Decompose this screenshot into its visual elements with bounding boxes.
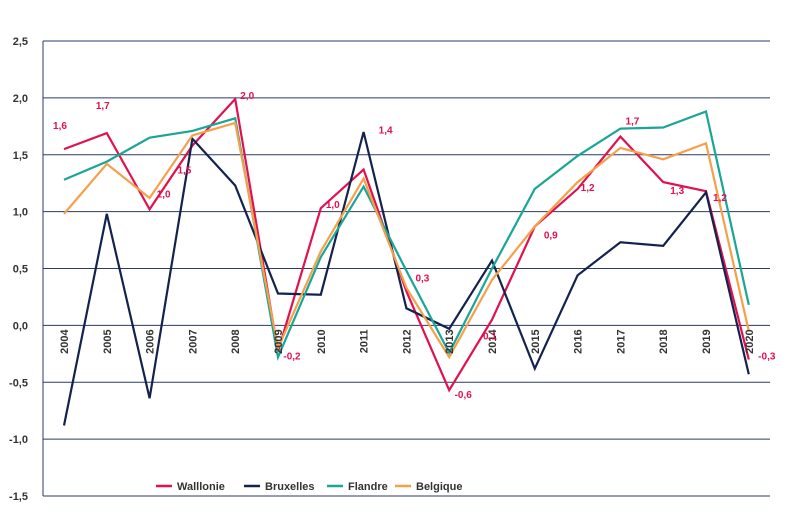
x-tick-label: 2019 [701,329,713,353]
data-label: 0,3 [415,273,429,284]
legend-label: Flandre [348,481,388,493]
data-label: 0,9 [544,230,558,241]
data-label: 1,7 [96,101,110,112]
data-label: 1,3 [670,186,684,197]
x-axis-ticks: 2004 2005 2006 2007 2008 2009 2010 2011 2012 2013… [59,329,756,354]
data-label: 1,5 [177,166,191,177]
x-tick-label: 2008 [230,329,242,353]
y-tick-label: -0,5 [9,377,28,389]
data-label: 1,6 [53,121,67,132]
data-label: 1,0 [157,189,171,200]
y-tick-label: -1,0 [9,434,28,446]
series-line-flandre [63,110,750,362]
data-label: -0,2 [283,352,301,363]
x-tick-label: 2014 [487,329,499,354]
data-label: -0,3 [758,352,776,363]
data-label: 0,1 [483,332,497,343]
y-tick-label: 1,5 [13,150,28,162]
series-lines [62,96,750,426]
legend-label: Belgique [416,481,462,493]
legend: Walllonie Bruxelles Flandre Belgique [156,481,462,493]
series-line-bruxelles [62,131,750,426]
y-axis-ticks: 2,5 2,0 1,5 1,0 0,5 0,0 -0,5 -1,0 -1,5 [9,36,28,503]
data-label: 2,0 [240,91,254,102]
x-tick-label: 2007 [187,329,199,353]
legend-label: Bruxelles [265,481,315,493]
x-tick-label: 2017 [615,329,627,353]
data-label: 1,2 [581,183,595,194]
x-tick-label: 2010 [316,329,328,353]
data-labels: 1,6 1,7 1,0 1,5 2,0 -0,2 1,0 1,4 0,3 -0,6 0,1 0,9 1,… [53,91,776,401]
x-tick-label: 2004 [59,329,71,354]
x-tick-label: 2013 [444,329,456,353]
series-line-belgique [63,121,750,360]
data-label: -0,6 [455,390,473,401]
y-tick-label: 1,0 [13,207,28,219]
x-tick-label: 2005 [102,329,114,353]
y-tick-label: 0,5 [13,264,28,276]
data-label: 1,0 [326,200,340,211]
x-tick-label: 2006 [145,329,157,353]
data-label: 1,2 [713,193,727,204]
y-tick-label: 2,5 [13,36,28,48]
x-tick-label: 2018 [658,329,670,353]
x-tick-label: 2016 [573,329,585,353]
y-tick-label: -1,5 [9,491,28,503]
x-tick-label: 2011 [359,329,371,353]
x-tick-label: 2012 [401,329,413,353]
data-label: 1,4 [379,126,393,137]
x-tick-label: 2020 [744,329,756,353]
x-tick-label: 2009 [273,329,285,353]
legend-label: Walllonie [177,481,225,493]
y-tick-label: 2,0 [13,93,28,105]
y-tick-label: 0,0 [13,320,28,332]
data-label: 1,7 [625,117,639,128]
x-tick-label: 2015 [530,329,542,353]
gridlines [42,40,770,497]
